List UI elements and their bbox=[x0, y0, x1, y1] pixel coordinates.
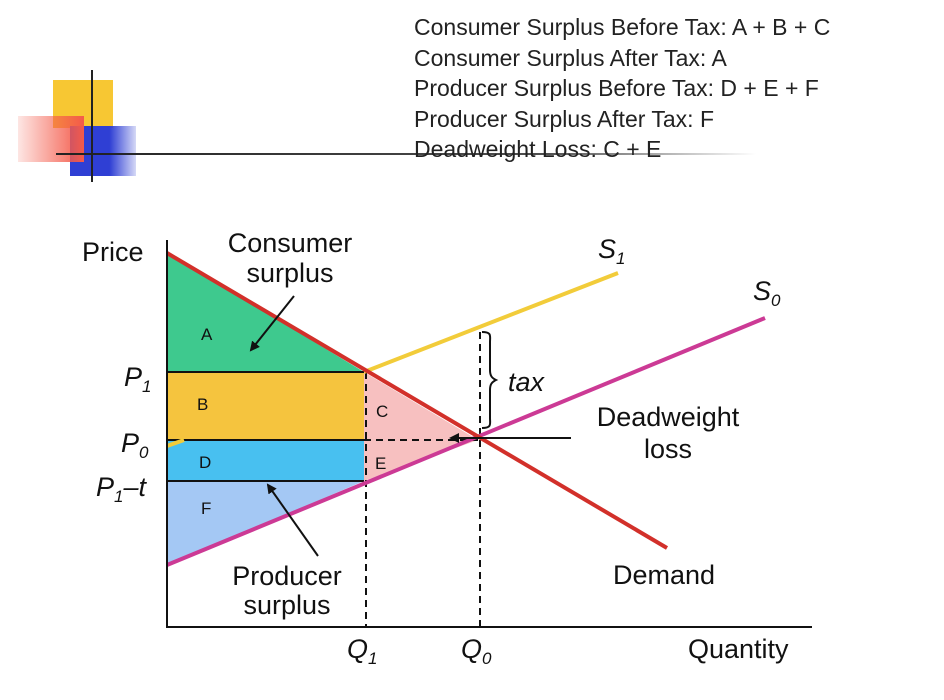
region-label-d: D bbox=[199, 453, 211, 472]
quantity-label-q1: Q1 bbox=[347, 634, 377, 668]
x-axis-label: Quantity bbox=[688, 634, 789, 664]
price-label-p0: P0 bbox=[121, 428, 149, 462]
legend-deadweight: Deadweight Loss: C + E bbox=[414, 136, 662, 162]
price-label-p1: P1 bbox=[124, 362, 151, 396]
consumer-surplus-label-line2: surplus bbox=[246, 258, 333, 288]
area-b bbox=[167, 372, 364, 440]
consumer-surplus-label-line1: Consumer bbox=[228, 228, 353, 258]
region-label-e: E bbox=[375, 454, 386, 473]
producer-surplus-label-line2: surplus bbox=[243, 590, 330, 620]
region-label-a: A bbox=[201, 325, 213, 344]
legend-ps-before: Producer Surplus Before Tax: D + E + F bbox=[414, 75, 819, 101]
curve-label-s0: S0 bbox=[753, 276, 781, 310]
quantity-label-q0: Q0 bbox=[461, 634, 492, 668]
price-label-p1t: P1–t bbox=[96, 472, 148, 506]
tax-brace bbox=[481, 331, 499, 429]
supply-s0-curve bbox=[166, 316, 766, 567]
curve-label-demand: Demand bbox=[613, 560, 715, 590]
deadweight-loss-label-line2: loss bbox=[644, 434, 692, 464]
y-axis-label: Price bbox=[82, 237, 144, 267]
tax-label: tax bbox=[508, 367, 546, 397]
region-label-c: C bbox=[376, 402, 388, 421]
curve-label-s1: S1 bbox=[598, 234, 625, 268]
deadweight-loss-label-line1: Deadweight bbox=[597, 402, 740, 432]
producer-surplus-label-line1: Producer bbox=[232, 561, 342, 591]
horizontal-rule bbox=[56, 153, 756, 155]
region-label-b: B bbox=[197, 395, 208, 414]
area-d bbox=[167, 440, 364, 481]
legend-ps-after: Producer Surplus After Tax: F bbox=[414, 105, 714, 132]
area-c bbox=[364, 372, 478, 440]
supply-s1-stub bbox=[166, 438, 185, 448]
region-label-f: F bbox=[201, 499, 211, 518]
surplus-legend: Consumer Surplus Before Tax: A + B + C C… bbox=[414, 12, 939, 165]
supply-s1-curve bbox=[363, 271, 619, 374]
legend-cs-before: Consumer Surplus Before Tax: A + B + C bbox=[414, 14, 831, 40]
demand-curve bbox=[165, 251, 669, 550]
consumer-surplus-arrow bbox=[249, 295, 295, 352]
corner-decoration bbox=[18, 70, 756, 182]
legend-cs-after: Consumer Surplus After Tax: A bbox=[414, 44, 727, 71]
producer-surplus-arrow bbox=[266, 483, 319, 557]
